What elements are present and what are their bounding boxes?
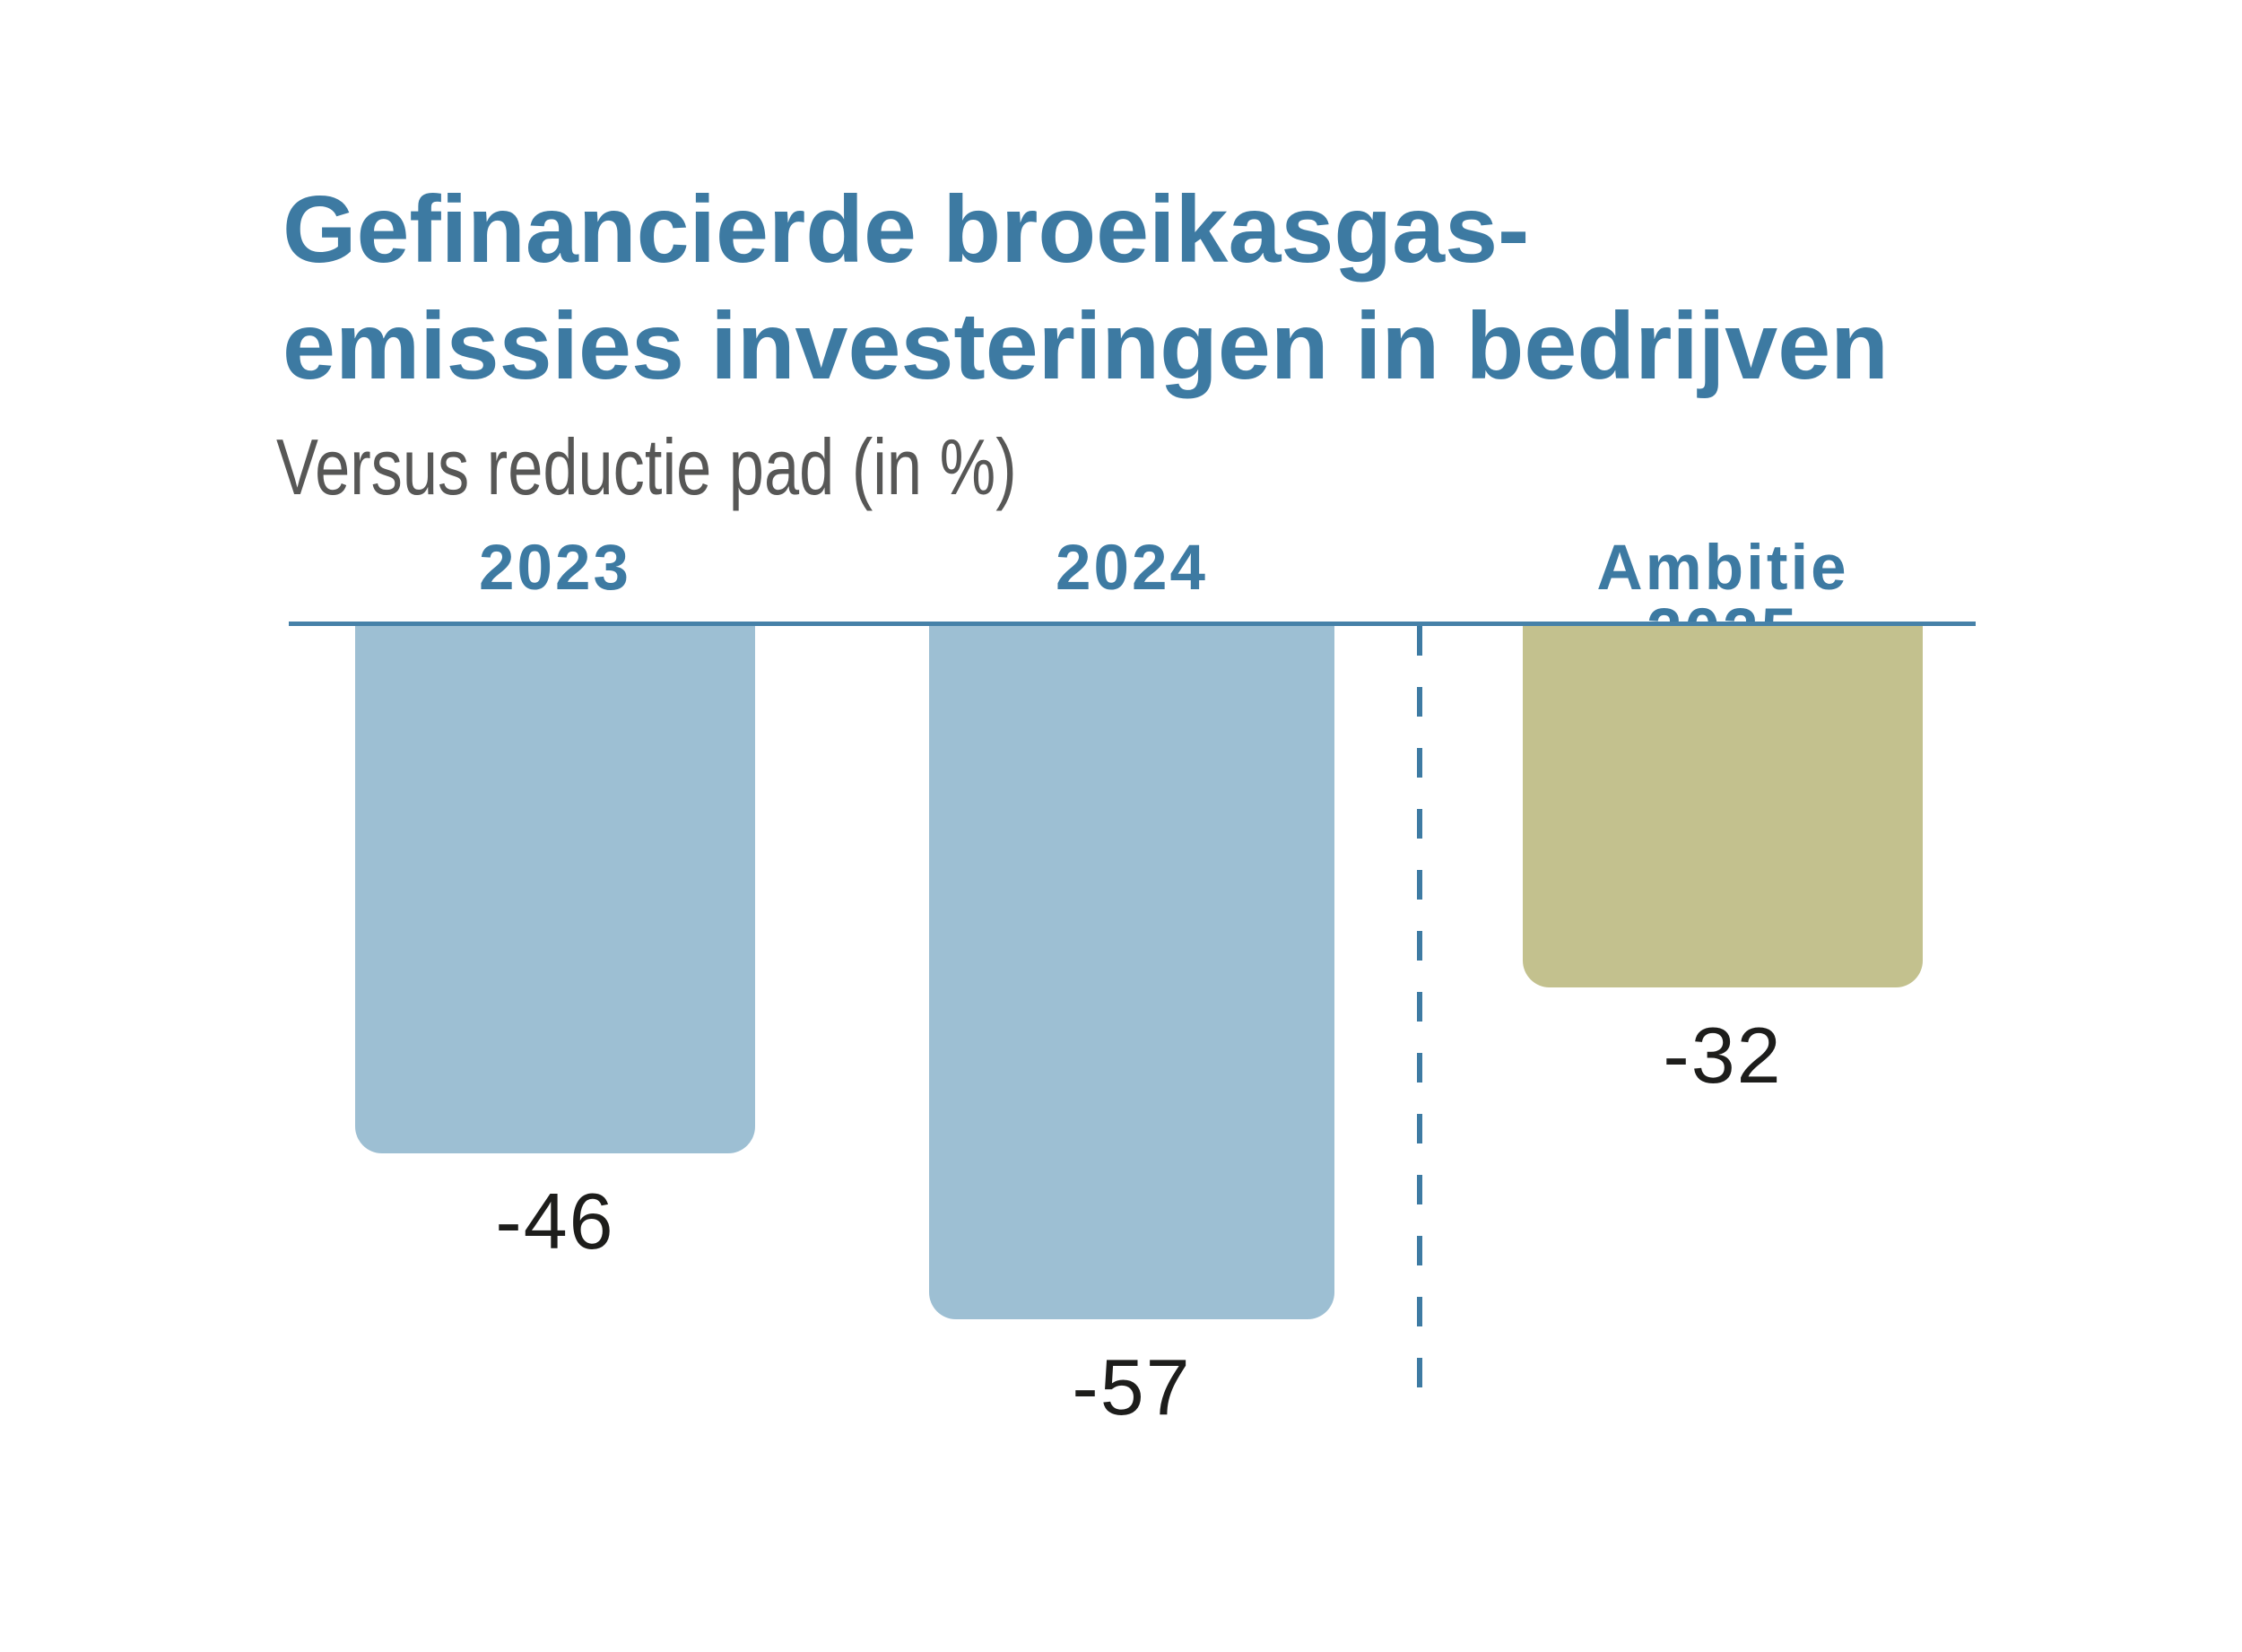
bar-group-2023: -46 bbox=[355, 626, 755, 1261]
bar-2023 bbox=[355, 626, 755, 1153]
chart-title: Gefinancierde broeikasgas- emissies inve… bbox=[282, 171, 1889, 404]
chart-subtitle: Versus reductie pad (in %) bbox=[276, 422, 1017, 511]
bar-2024 bbox=[929, 626, 1334, 1319]
chart-title-line-1: Gefinancierde broeikasgas- bbox=[282, 177, 1530, 283]
bar-group-ambitie-2025: -32 bbox=[1523, 626, 1923, 1095]
category-label-2023: 2023 bbox=[479, 533, 631, 604]
zero-axis-line bbox=[289, 622, 1976, 626]
bar-ambitie-2025 bbox=[1523, 626, 1923, 987]
value-label-2023: -46 bbox=[495, 1177, 615, 1265]
value-label-ambitie-2025: -32 bbox=[1663, 1011, 1783, 1100]
bar-group-2024: -57 bbox=[929, 626, 1334, 1427]
category-label-2024: 2024 bbox=[1056, 533, 1208, 604]
value-label-2024: -57 bbox=[1072, 1343, 1192, 1431]
chart-title-line-2: emissies investeringen in bedrijven bbox=[282, 293, 1889, 399]
ambition-separator-dashed-line bbox=[1417, 626, 1422, 1393]
